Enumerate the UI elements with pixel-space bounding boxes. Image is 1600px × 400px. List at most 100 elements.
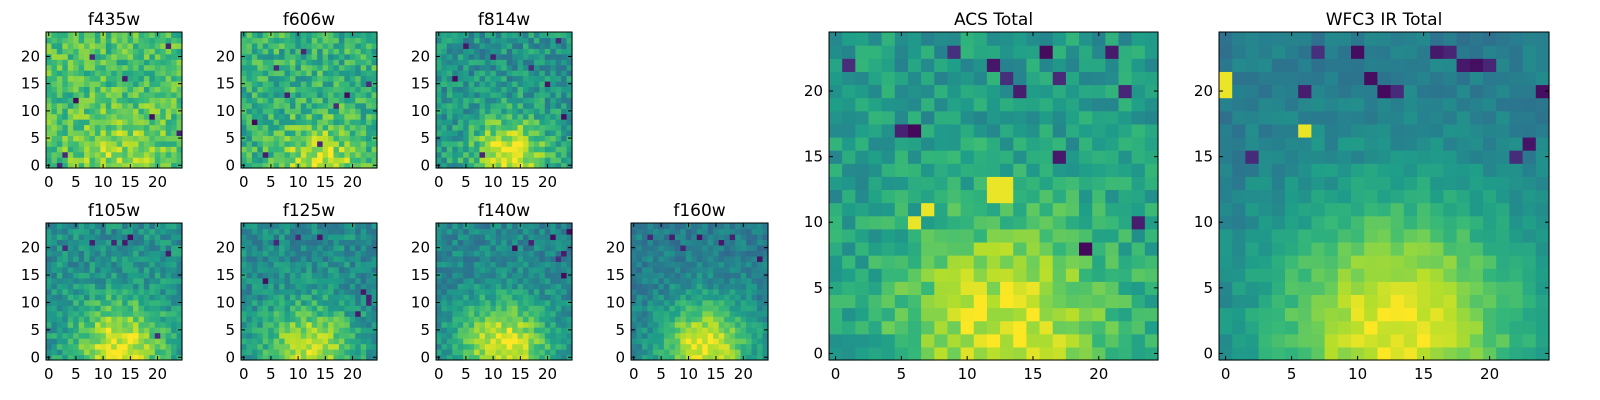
heatmap-cell (371, 228, 378, 235)
heatmap-cell (306, 223, 313, 230)
heatmap-cell (550, 91, 557, 98)
heatmap-cell (512, 108, 519, 115)
heatmap-cell (138, 140, 145, 147)
heatmap-cell (300, 266, 307, 273)
heatmap-cell (127, 343, 134, 350)
heatmap-cell (333, 32, 340, 39)
heatmap-cell (344, 255, 351, 262)
heatmap-cell (67, 305, 74, 312)
heatmap-cell (561, 332, 568, 339)
axes-frame (45, 222, 183, 361)
heatmap-cell (371, 277, 378, 284)
heatmap-cell (512, 157, 519, 164)
heatmap-cell (506, 332, 513, 339)
heatmap-cell (512, 70, 519, 77)
heatmap-cell (452, 53, 459, 60)
heatmap-cell (366, 327, 373, 334)
heatmap-cell (94, 42, 101, 49)
heatmap-cell (273, 140, 280, 147)
heatmap-cell (366, 288, 373, 295)
heatmap-cell (262, 48, 269, 55)
heatmap-cell (495, 97, 502, 104)
heatmap-cell (89, 255, 96, 262)
heatmap-cell (322, 233, 329, 241)
heatmap-cell (100, 288, 107, 295)
heatmap-cell (171, 32, 178, 39)
heatmap-cell (555, 124, 562, 131)
heatmap-cell (122, 53, 129, 60)
heatmap-cell (371, 59, 378, 66)
heatmap-cell (517, 124, 524, 131)
heatmap-cell (116, 91, 123, 98)
heatmap-cell (116, 140, 123, 147)
heatmap-cell (111, 108, 118, 115)
heatmap-cell (506, 108, 513, 115)
heatmap-cell (463, 349, 470, 356)
heatmap-cell (143, 70, 150, 77)
heatmap-cell (333, 70, 340, 77)
heatmap-cell (257, 80, 264, 87)
heatmap-cell (262, 316, 269, 323)
heatmap-cell (344, 97, 351, 104)
heatmap-cell (122, 102, 129, 109)
heatmap-cell (523, 102, 530, 109)
heatmap-cell (544, 48, 551, 55)
heatmap-cell (349, 70, 356, 77)
heatmap-cell (539, 162, 546, 169)
heatmap-cell (436, 124, 443, 131)
heatmap-cell (116, 321, 123, 328)
heatmap-cell (84, 48, 91, 55)
heatmap-cell (533, 349, 540, 356)
heatmap-cell (495, 135, 502, 142)
heatmap-cell (484, 97, 491, 104)
heatmap-cell (105, 146, 112, 153)
heatmap-cell (360, 349, 367, 356)
heatmap-cell (306, 272, 313, 279)
heatmap-cell (360, 108, 367, 115)
heatmap-cell (344, 124, 351, 131)
heatmap-cell (544, 327, 551, 334)
heatmap-cell (46, 129, 53, 136)
heatmap-cell (561, 135, 568, 142)
x-tick-label: 20 (538, 173, 557, 191)
heatmap-cell (561, 327, 568, 334)
heatmap-cell (512, 102, 519, 109)
heatmap-cell (143, 86, 150, 93)
heatmap-cell (241, 97, 248, 104)
heatmap-cell (436, 97, 443, 104)
heatmap-cell (322, 48, 329, 55)
heatmap-cell (555, 129, 562, 136)
heatmap-cell (544, 321, 551, 328)
heatmap-cell (84, 354, 91, 361)
heatmap-cell (251, 119, 258, 126)
heatmap-cell (506, 53, 513, 60)
heatmap-cell (457, 140, 464, 147)
heatmap-cell (149, 277, 156, 284)
heatmap-cell (257, 119, 264, 126)
heatmap-cell (160, 332, 167, 339)
heatmap-cell (78, 146, 85, 153)
heatmap-cell (154, 70, 161, 77)
heatmap-cell (506, 151, 513, 158)
heatmap-cell (512, 42, 519, 49)
y-tick-label: 10 (21, 102, 40, 120)
heatmap-cell (279, 294, 286, 301)
heatmap-cell (333, 233, 340, 241)
heatmap-cell (344, 233, 351, 241)
heatmap-cell (338, 42, 345, 49)
heatmap-cell (300, 32, 307, 39)
heatmap-cell (143, 146, 150, 153)
heatmap-cell (289, 288, 296, 295)
heatmap-cell (317, 157, 324, 164)
heatmap-cell (149, 129, 156, 136)
heatmap-cell (160, 261, 167, 268)
heatmap-cell (251, 244, 258, 251)
heatmap-cell (279, 97, 286, 104)
heatmap-cell (566, 151, 573, 158)
heatmap-cell (441, 113, 448, 120)
heatmap-cell (51, 349, 58, 356)
heatmap-cell (67, 349, 74, 356)
heatmap-cell (262, 157, 269, 164)
heatmap-cell (122, 305, 129, 312)
heatmap-cell (512, 119, 519, 126)
